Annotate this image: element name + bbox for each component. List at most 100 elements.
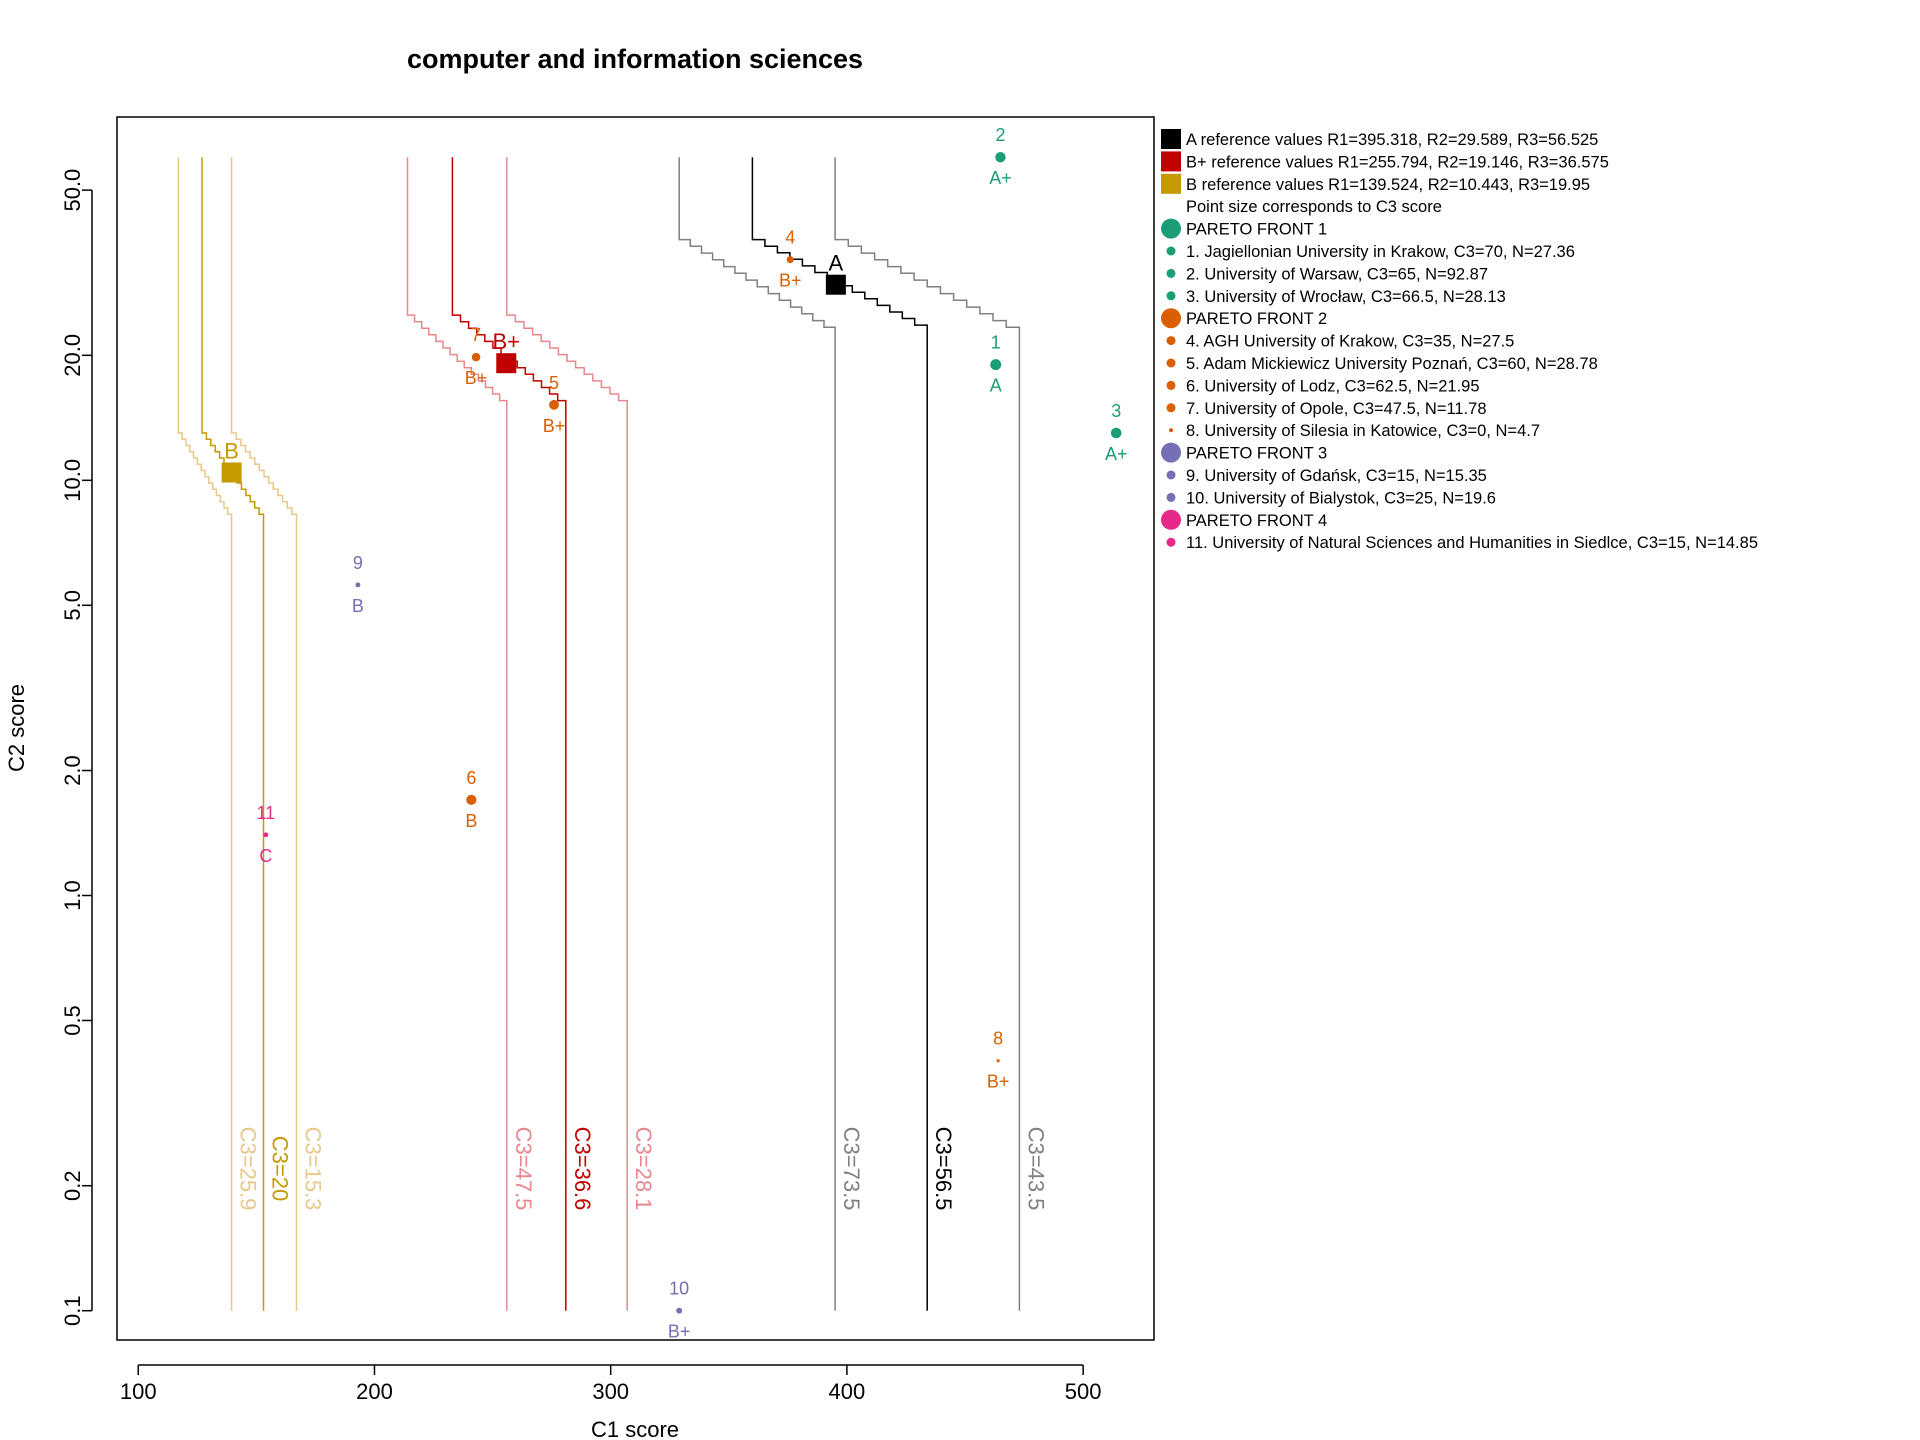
legend-entry: PARETO FRONT 2 bbox=[1186, 310, 1327, 328]
reference-marker bbox=[496, 353, 517, 374]
data-point bbox=[786, 256, 794, 264]
data-point bbox=[996, 1059, 1000, 1063]
contour-label: C3=25.9 bbox=[236, 1127, 261, 1211]
y-tick-label: 1.0 bbox=[60, 880, 85, 911]
point-id-label: 11 bbox=[256, 803, 275, 823]
y-tick-label: 20.0 bbox=[60, 334, 85, 377]
contour-label: C3=47.5 bbox=[511, 1127, 536, 1211]
data-point bbox=[549, 399, 559, 410]
legend-entry: 11. University of Natural Sciences and H… bbox=[1186, 534, 1758, 552]
point-grade-label: B+ bbox=[987, 1072, 1010, 1092]
legend-entry: 7. University of Opole, C3=47.5, N=11.78 bbox=[1186, 400, 1487, 418]
legend-entry: B reference values R1=139.524, R2=10.443… bbox=[1186, 176, 1590, 194]
point-id-label: 10 bbox=[669, 1279, 689, 1299]
y-tick-label: 0.1 bbox=[60, 1295, 85, 1326]
legend-entry: 1. Jagiellonian University in Krakow, C3… bbox=[1186, 243, 1575, 261]
legend-entry: Point size corresponds to C3 score bbox=[1186, 198, 1442, 216]
contour-label: C3=28.1 bbox=[631, 1127, 656, 1211]
contour-line bbox=[406, 157, 508, 1311]
contour-line bbox=[230, 157, 298, 1311]
data-point bbox=[676, 1307, 683, 1314]
plot-frame bbox=[116, 116, 1155, 1341]
point-id-label: 1 bbox=[991, 333, 1001, 353]
y-tick-label: 5.0 bbox=[60, 590, 85, 621]
contour-line bbox=[834, 157, 1021, 1311]
x-tick-label: 300 bbox=[592, 1379, 629, 1404]
contour-line bbox=[678, 157, 836, 1311]
legend-entry: PARETO FRONT 1 bbox=[1186, 221, 1327, 239]
data-point bbox=[263, 832, 269, 838]
data-point bbox=[995, 152, 1006, 163]
data-points: 1 A 2 A+ 3 A+ 4 B+ 5 B+ 6 B 7 B+ 8 B+ 9 B 10 B+ 11 C bbox=[256, 125, 1127, 1341]
point-id-label: 8 bbox=[993, 1029, 1003, 1049]
point-id-label: 2 bbox=[995, 125, 1005, 145]
point-grade-label: B bbox=[465, 811, 477, 831]
data-point bbox=[355, 582, 361, 588]
legend: A reference values R1=395.318, R2=29.589… bbox=[1161, 129, 1758, 552]
x-tick-label: 400 bbox=[829, 1379, 866, 1404]
legend-swatch bbox=[1166, 492, 1176, 502]
data-point bbox=[990, 359, 1002, 371]
legend-swatch bbox=[1161, 151, 1181, 172]
x-tick-label: 500 bbox=[1065, 1379, 1102, 1404]
axes: 100 200 300 400 500 0.1 0.2 0.5 1.0 2.0 5.0 10.0 20.… bbox=[60, 169, 1101, 1404]
point-grade-label: B bbox=[352, 596, 364, 616]
legend-swatch bbox=[1161, 509, 1181, 530]
data-point bbox=[1110, 427, 1122, 439]
legend-swatch bbox=[1166, 403, 1176, 413]
contour-label: C3=15.3 bbox=[301, 1127, 326, 1211]
reference-points: A B+ B bbox=[221, 251, 846, 483]
legend-swatch bbox=[1161, 129, 1181, 149]
legend-entry: 10. University of Bialystok, C3=25, N=19… bbox=[1186, 489, 1496, 507]
legend-swatch bbox=[1161, 308, 1181, 329]
data-point bbox=[471, 352, 481, 362]
legend-swatch bbox=[1166, 336, 1176, 346]
y-tick-label: 10.0 bbox=[60, 459, 85, 502]
reference-label: A bbox=[829, 251, 844, 276]
point-grade-label: A+ bbox=[989, 168, 1012, 188]
legend-swatch bbox=[1166, 291, 1176, 301]
legend-entry: B+ reference values R1=255.794, R2=19.14… bbox=[1186, 153, 1609, 171]
legend-swatch bbox=[1166, 246, 1176, 256]
x-axis-label: C1 score bbox=[591, 1417, 679, 1440]
reference-marker bbox=[825, 274, 846, 295]
y-tick-label: 0.2 bbox=[60, 1170, 85, 1201]
point-grade-label: B+ bbox=[779, 271, 802, 291]
legend-swatch bbox=[1166, 470, 1176, 480]
contour-line bbox=[177, 157, 233, 1311]
point-grade-label: B+ bbox=[465, 368, 488, 388]
legend-swatch bbox=[1161, 218, 1181, 239]
legend-swatch bbox=[1161, 173, 1181, 194]
legend-entry: 4. AGH University of Krakow, C3=35, N=27… bbox=[1186, 333, 1514, 351]
point-id-label: 4 bbox=[785, 228, 795, 248]
point-id-label: 7 bbox=[471, 325, 481, 345]
point-id-label: 9 bbox=[353, 553, 363, 573]
legend-swatch bbox=[1166, 358, 1176, 368]
contour-line bbox=[506, 157, 628, 1311]
contour-lines: C3=73.5 C3=56.5 C3=43.5 C3=47.5 C3=36.6 C3=28… bbox=[177, 157, 1048, 1311]
legend-swatch bbox=[1166, 537, 1176, 547]
legend-entry: 3. University of Wrocław, C3=66.5, N=28.… bbox=[1186, 288, 1506, 306]
reference-label: B+ bbox=[493, 329, 521, 354]
reference-label: B bbox=[224, 439, 239, 464]
contour-label: C3=36.6 bbox=[570, 1127, 595, 1211]
x-tick-label: 200 bbox=[356, 1379, 393, 1404]
legend-entry: PARETO FRONT 3 bbox=[1186, 445, 1327, 463]
legend-swatch bbox=[1169, 428, 1173, 433]
point-grade-label: C bbox=[259, 846, 272, 866]
contour-label: C3=20 bbox=[267, 1136, 292, 1201]
contour-label: C3=43.5 bbox=[1023, 1127, 1048, 1211]
point-id-label: 5 bbox=[549, 373, 559, 393]
point-grade-label: A bbox=[990, 376, 1002, 396]
legend-entry: 5. Adam Mickiewicz University Poznań, C3… bbox=[1186, 355, 1598, 373]
point-grade-label: B+ bbox=[668, 1322, 691, 1342]
legend-entry: 6. University of Lodz, C3=62.5, N=21.95 bbox=[1186, 377, 1480, 395]
legend-swatch bbox=[1166, 268, 1176, 278]
legend-swatch bbox=[1161, 442, 1181, 463]
legend-entry: 8. University of Silesia in Katowice, C3… bbox=[1186, 422, 1540, 440]
point-grade-label: B+ bbox=[543, 416, 566, 436]
point-id-label: 6 bbox=[466, 768, 476, 788]
contour-label: C3=56.5 bbox=[931, 1127, 956, 1211]
y-axis-label: C2 score bbox=[4, 684, 29, 772]
y-tick-label: 0.5 bbox=[60, 1005, 85, 1036]
